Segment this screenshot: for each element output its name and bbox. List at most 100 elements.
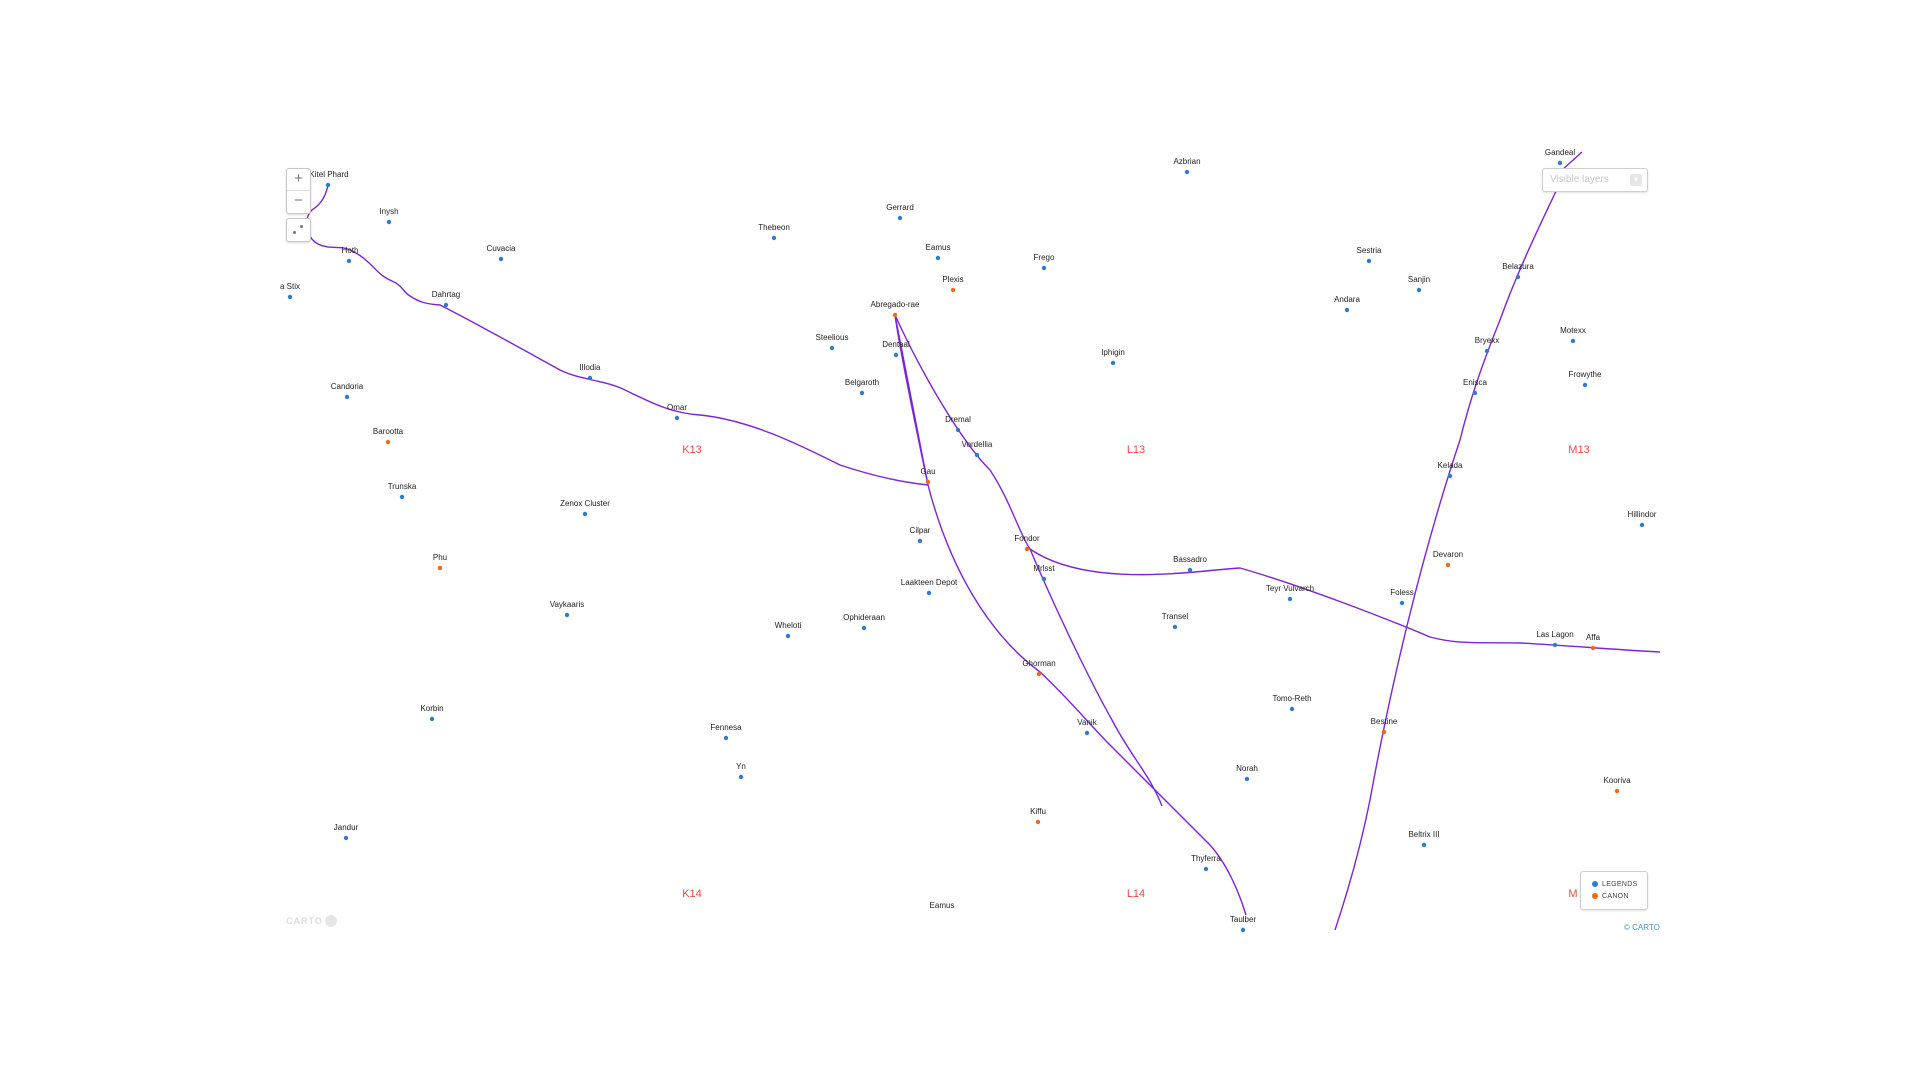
system-vanik[interactable]: Vanik bbox=[1077, 718, 1098, 736]
system-tomo-reth[interactable]: Tomo-Reth bbox=[1272, 694, 1312, 712]
system-belgaroth[interactable]: Belgaroth bbox=[845, 378, 879, 396]
system-marker[interactable] bbox=[723, 735, 729, 741]
system-enisca[interactable]: Enisca bbox=[1463, 378, 1488, 396]
system-andara[interactable]: Andara bbox=[1334, 295, 1360, 313]
system-mrlsst[interactable]: Mrlsst bbox=[1033, 564, 1055, 582]
system-fennesa[interactable]: Fennesa bbox=[710, 723, 742, 741]
system-marker[interactable] bbox=[429, 716, 435, 722]
chevron-down-icon[interactable]: ▾ bbox=[1630, 174, 1642, 186]
system-motexx[interactable]: Motexx bbox=[1560, 326, 1586, 344]
system-marker[interactable] bbox=[1590, 645, 1596, 651]
system-marker[interactable] bbox=[1416, 287, 1422, 293]
system-belazura[interactable]: Belazura bbox=[1502, 262, 1534, 280]
system-marker[interactable] bbox=[1484, 348, 1490, 354]
system-dahrtag[interactable]: Dahrtag bbox=[432, 290, 460, 308]
system-marker[interactable] bbox=[1036, 671, 1042, 677]
system-ophideraan[interactable]: Ophideraan bbox=[843, 613, 885, 631]
system-gau[interactable]: Gau bbox=[920, 467, 936, 485]
system-marker[interactable] bbox=[443, 302, 449, 308]
system-eamus[interactable]: Eamus bbox=[926, 243, 951, 261]
system-laakteen-depot[interactable]: Laakteen Depot bbox=[901, 578, 958, 596]
system-illodia[interactable]: Illodia bbox=[580, 363, 601, 381]
system-teyr-vulvarch[interactable]: Teyr Vulvarch bbox=[1266, 584, 1314, 602]
system-marker[interactable] bbox=[1472, 390, 1478, 396]
system-marker[interactable] bbox=[1035, 819, 1041, 825]
legend-item-canon[interactable]: CANON bbox=[1592, 893, 1629, 900]
system-marker[interactable] bbox=[385, 439, 391, 445]
system-azbrian[interactable]: Azbrian bbox=[1173, 157, 1201, 175]
system-marker[interactable] bbox=[386, 219, 392, 225]
system-marker[interactable] bbox=[1381, 729, 1387, 735]
system-beltrix-iii[interactable]: Beltrix III bbox=[1408, 830, 1440, 848]
system-marker[interactable] bbox=[1421, 842, 1427, 848]
system-taulber[interactable]: Taulber bbox=[1230, 915, 1257, 933]
system-marker[interactable] bbox=[346, 258, 352, 264]
system-steelious[interactable]: Steelious bbox=[816, 333, 849, 351]
system-marker[interactable] bbox=[1447, 473, 1453, 479]
system-eamus[interactable]: Eamus bbox=[930, 901, 955, 910]
system-bestine[interactable]: Bestine bbox=[1371, 717, 1398, 735]
system-marker[interactable] bbox=[955, 427, 961, 433]
system-marker[interactable] bbox=[1244, 776, 1250, 782]
system-candoria[interactable]: Candoria bbox=[331, 382, 364, 400]
system-marker[interactable] bbox=[1445, 562, 1451, 568]
system-fondor[interactable]: Fondor bbox=[1014, 534, 1040, 552]
system-cuvacia[interactable]: Cuvacia bbox=[487, 244, 516, 262]
system-a-stix[interactable]: a Stix bbox=[280, 282, 300, 300]
system-vaykaaris[interactable]: Vaykaaris bbox=[550, 600, 585, 618]
system-marker[interactable] bbox=[437, 565, 443, 571]
system-marker[interactable] bbox=[1639, 522, 1645, 528]
system-marker[interactable] bbox=[771, 235, 777, 241]
system-marker[interactable] bbox=[1557, 160, 1563, 166]
system-frowythe[interactable]: Frowythe bbox=[1569, 370, 1602, 388]
system-kelada[interactable]: Kelada bbox=[1438, 461, 1463, 479]
system-phu[interactable]: Phu bbox=[433, 553, 447, 571]
system-marker[interactable] bbox=[1287, 596, 1293, 602]
system-marker[interactable] bbox=[1344, 307, 1350, 313]
system-marker[interactable] bbox=[974, 452, 980, 458]
system-dremal[interactable]: Dremal bbox=[945, 415, 971, 433]
system-marker[interactable] bbox=[859, 390, 865, 396]
system-jandur[interactable]: Jandur bbox=[334, 823, 359, 841]
system-norah[interactable]: Norah bbox=[1236, 764, 1258, 782]
system-cilpar[interactable]: Cilpar bbox=[910, 526, 931, 544]
system-bassadro[interactable]: Bassadro bbox=[1173, 555, 1207, 573]
system-devaron[interactable]: Devaron bbox=[1433, 550, 1463, 568]
zoom-out-button[interactable]: − bbox=[294, 192, 303, 209]
system-barootta[interactable]: Barootta bbox=[373, 427, 404, 445]
system-marker[interactable] bbox=[935, 255, 941, 261]
system-marker[interactable] bbox=[399, 494, 405, 500]
system-marker[interactable] bbox=[861, 625, 867, 631]
system-hoth[interactable]: Hoth bbox=[342, 246, 359, 264]
system-marker[interactable] bbox=[344, 394, 350, 400]
system-marker[interactable] bbox=[1582, 382, 1588, 388]
system-gerrard[interactable]: Gerrard bbox=[886, 203, 914, 221]
system-marker[interactable] bbox=[343, 835, 349, 841]
locate-button[interactable] bbox=[286, 218, 311, 242]
system-marker[interactable] bbox=[1614, 788, 1620, 794]
system-marker[interactable] bbox=[1289, 706, 1295, 712]
system-kooriva[interactable]: Kooriva bbox=[1603, 776, 1631, 794]
system-marker[interactable] bbox=[587, 375, 593, 381]
system-vordellia[interactable]: Vordellia bbox=[962, 440, 993, 458]
system-yn[interactable]: Yn bbox=[736, 762, 746, 780]
system-marker[interactable] bbox=[498, 256, 504, 262]
system-inysh[interactable]: Inysh bbox=[379, 207, 399, 225]
system-marker[interactable] bbox=[1187, 567, 1193, 573]
system-marker[interactable] bbox=[287, 294, 293, 300]
system-marker[interactable] bbox=[1024, 546, 1030, 552]
system-iphigin[interactable]: Iphigin bbox=[1101, 348, 1125, 366]
system-marker[interactable] bbox=[1041, 265, 1047, 271]
system-bryexx[interactable]: Bryexx bbox=[1475, 336, 1499, 354]
system-marker[interactable] bbox=[917, 538, 923, 544]
legend-item-legends[interactable]: LEGENDS bbox=[1592, 881, 1638, 888]
system-marker[interactable] bbox=[1110, 360, 1116, 366]
system-trunska[interactable]: Trunska bbox=[388, 482, 417, 500]
system-marker[interactable] bbox=[892, 312, 898, 318]
system-marker[interactable] bbox=[1203, 866, 1209, 872]
system-thebeon[interactable]: Thebeon bbox=[758, 223, 790, 241]
system-transel[interactable]: Transel bbox=[1162, 612, 1189, 630]
system-marker[interactable] bbox=[1240, 927, 1246, 933]
system-marker[interactable] bbox=[1184, 169, 1190, 175]
